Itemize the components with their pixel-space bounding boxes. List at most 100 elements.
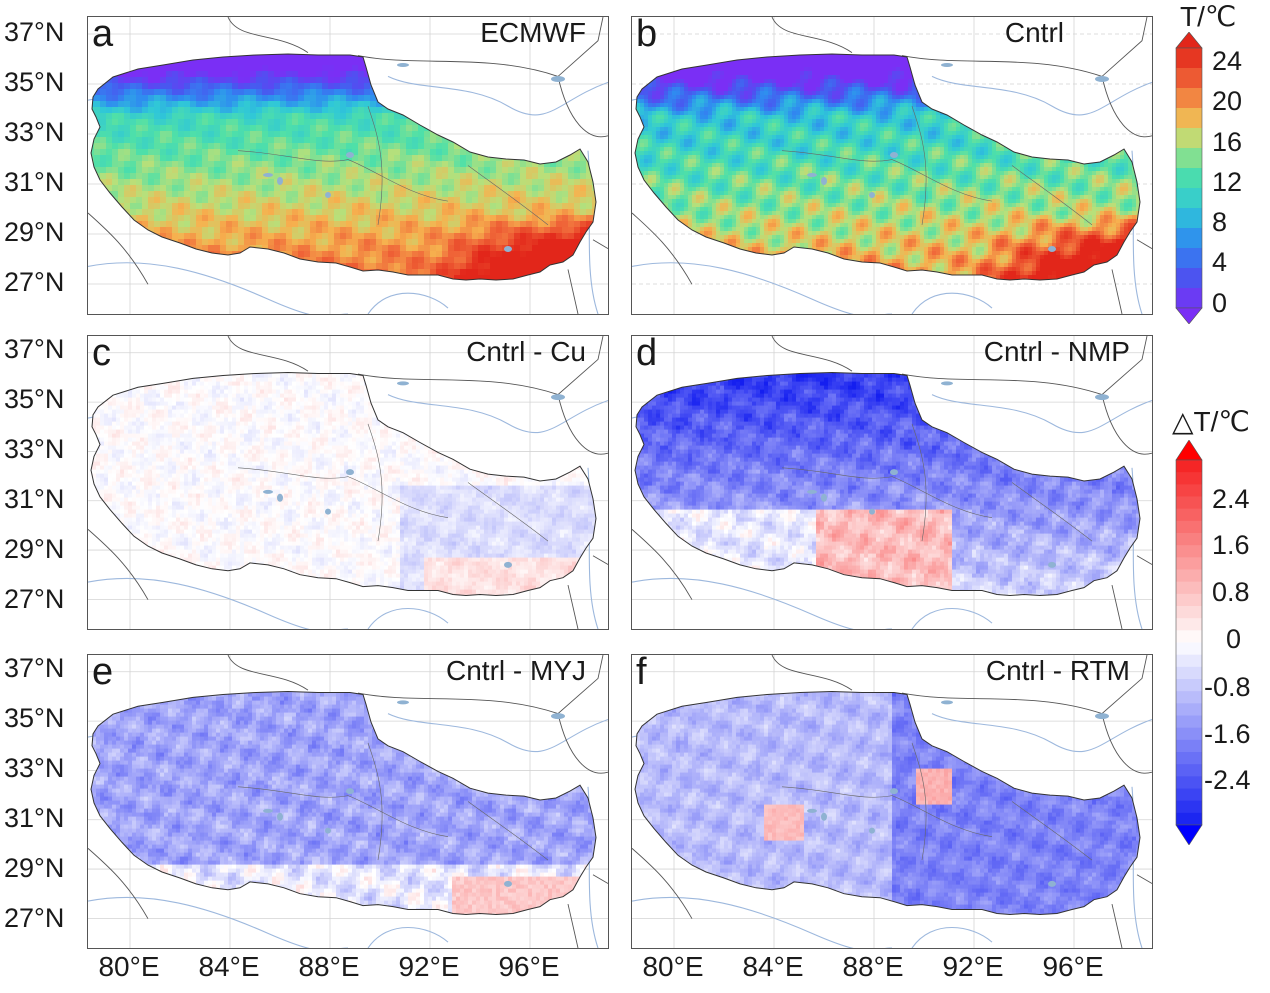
lon-label: 88°E [828,951,918,983]
temperature-tick: 0 [1212,288,1227,319]
field-cells [635,691,1140,915]
temperature-tick: 20 [1212,86,1242,117]
field-cells [91,54,596,280]
lat-label: 35°N [4,703,82,734]
plateau-outline [90,371,597,597]
lakes [263,381,565,568]
difference-tick: 1.6 [1212,530,1250,561]
difference-tick: -0.8 [1204,672,1251,703]
province-borders [237,742,549,861]
panel-title: Cntrl - NMP [984,336,1130,368]
country-borders [632,17,1152,314]
map-panel-b: b Cntrl [631,16,1153,315]
temperature-tick: 24 [1212,46,1242,77]
map-c-svg [88,336,608,629]
lat-label: 37°N [4,17,82,48]
panel-title: Cntrl - RTM [986,655,1130,687]
temperature-tick: 16 [1212,127,1242,158]
map-panel-e: e Cntrl - MYJ [87,654,609,949]
lat-label: 29°N [4,534,82,565]
temperature-tick: 12 [1212,167,1242,198]
panel-letter: f [636,655,647,694]
map-f-svg [632,655,1152,948]
lat-label: 33°N [4,117,82,148]
lakes [807,381,1109,568]
temperature-colorbar [1175,32,1203,324]
field-cells [91,691,596,915]
field-cells [635,54,1140,280]
field-cells [91,372,596,596]
lakes [807,63,1109,252]
lat-label: 37°N [4,334,82,365]
panel-title: ECMWF [480,17,586,49]
lat-label: 31°N [4,803,82,834]
field-cells [635,372,1140,596]
difference-tick: -2.4 [1204,765,1251,796]
plateau-outline [634,371,1141,597]
difference-colorbar [1175,440,1203,845]
map-panel-f: f Cntrl - RTM [631,654,1153,949]
panel-letter: b [636,17,657,56]
country-borders [632,655,1152,948]
lon-label: 92°E [928,951,1018,983]
lat-label: 33°N [4,753,82,784]
country-borders [632,336,1152,629]
province-borders [781,742,1093,861]
map-b-svg [632,17,1152,314]
province-borders [781,106,1093,226]
country-borders [88,655,608,948]
lon-label: 80°E [84,951,174,983]
map-panel-a: a ECMWF [87,16,609,315]
plateau-outline [634,53,1141,281]
lat-label: 29°N [4,217,82,248]
lat-label: 27°N [4,584,82,615]
lon-label: 92°E [384,951,474,983]
lat-label: 35°N [4,384,82,415]
difference-tick: 0.8 [1212,577,1250,608]
panel-letter: a [92,17,113,56]
map-a-svg [88,17,608,314]
map-panel-d: d Cntrl - NMP [631,335,1153,630]
lon-label: 96°E [484,951,574,983]
lat-label: 27°N [4,903,82,934]
panel-letter: d [636,336,657,375]
temperature-tick: 8 [1212,207,1227,238]
plateau-outline [634,690,1141,916]
province-borders [781,423,1093,542]
lon-label: 84°E [728,951,818,983]
map-panel-c: c Cntrl - Cu [87,335,609,630]
province-borders [237,106,549,226]
map-d-svg [632,336,1152,629]
lat-label: 37°N [4,653,82,684]
map-e-svg [88,655,608,948]
panel-letter: c [92,336,111,375]
difference-tick: 0 [1226,624,1241,655]
lat-label: 29°N [4,853,82,884]
plateau-outline [90,53,597,281]
panel-letter: e [92,655,113,694]
temperature-colorbar-title: T/℃ [1180,0,1236,33]
difference-colorbar-title: △T/℃ [1172,405,1250,438]
lon-label: 88°E [284,951,374,983]
panel-title: Cntrl - Cu [466,336,586,368]
difference-tick: -1.6 [1204,719,1251,750]
province-borders [237,423,549,542]
lat-label: 35°N [4,67,82,98]
lakes [263,700,565,887]
plateau-outline [90,690,597,916]
panel-title: Cntrl [1005,17,1064,49]
temperature-tick: 4 [1212,247,1227,278]
difference-tick: 2.4 [1212,484,1250,515]
lon-label: 96°E [1028,951,1118,983]
lakes [263,63,565,252]
country-borders [88,17,608,314]
lon-label: 84°E [184,951,274,983]
lat-label: 31°N [4,167,82,198]
panel-title: Cntrl - MYJ [446,655,586,687]
lat-label: 33°N [4,434,82,465]
lakes [807,700,1109,887]
lat-label: 31°N [4,484,82,515]
country-borders [88,336,608,629]
lon-label: 80°E [628,951,718,983]
lat-label: 27°N [4,267,82,298]
